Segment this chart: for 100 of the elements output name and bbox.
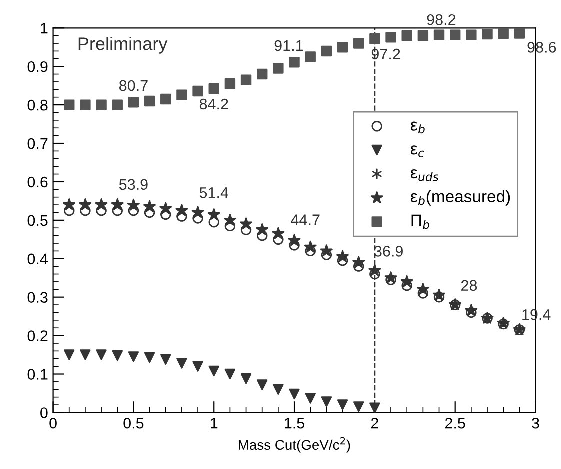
y-tick-label: 0.8: [28, 100, 48, 111]
point: [354, 402, 364, 412]
point: [63, 198, 76, 210]
point: [192, 361, 204, 372]
x-tick-label: 1: [211, 418, 218, 429]
y-tick-label: 0.9: [28, 61, 48, 72]
legend-label: ε$_{b}$: [411, 122, 425, 134]
x-tick-label: 0: [50, 418, 57, 429]
point: [384, 272, 398, 284]
point: [416, 283, 430, 296]
point: [273, 63, 284, 74]
annotation: 44.7: [291, 214, 320, 226]
point: [273, 384, 284, 395]
point: [434, 30, 445, 40]
point: [352, 256, 366, 268]
point: [465, 304, 478, 316]
point: [402, 30, 412, 42]
x-axis-title: Mass Cut(GeV/c$^{2}$): [239, 437, 350, 453]
point: [257, 68, 268, 80]
point: [450, 30, 461, 40]
point: [160, 94, 172, 105]
point: [160, 202, 172, 214]
point: [305, 393, 316, 404]
point: [80, 350, 91, 360]
point: [144, 352, 156, 364]
annotation: 36.9: [374, 246, 403, 257]
point: [337, 400, 348, 410]
y-tick-label: 0.2: [28, 330, 48, 342]
annotation: 84.2: [200, 98, 228, 110]
point: [176, 90, 188, 100]
point: [176, 204, 188, 216]
x-tick-label: 2: [371, 418, 378, 429]
annotation: 28: [462, 280, 478, 292]
legend-label: ε$_{c}$: [411, 146, 424, 158]
point: [386, 32, 396, 43]
y-tick-label: 0.4: [28, 254, 48, 265]
x-tick-label: 1.5: [285, 418, 305, 429]
point: [289, 388, 300, 400]
point: [127, 198, 140, 211]
y-tick-label: 1: [41, 23, 48, 34]
annotation: Preliminary: [78, 37, 168, 54]
point: [192, 206, 204, 218]
point: [256, 224, 269, 236]
point: [514, 28, 526, 39]
point: [400, 275, 414, 288]
annotation: 53.9: [119, 179, 148, 190]
point: [224, 368, 236, 380]
point: [64, 350, 75, 360]
point: [224, 78, 236, 90]
point: [433, 288, 446, 301]
point: [240, 74, 252, 86]
x-tick-label: 0.5: [124, 418, 144, 429]
point: [370, 402, 380, 413]
y-tick-label: 0.5: [28, 215, 48, 226]
point: [289, 57, 300, 68]
point: [128, 97, 140, 108]
y-tick-label: 0.7: [28, 138, 48, 150]
point: [336, 250, 349, 262]
point: [466, 30, 477, 40]
point: [112, 350, 123, 362]
point: [320, 244, 333, 257]
point: [79, 198, 92, 210]
point: [337, 42, 348, 53]
x-tick-label: 2.5: [445, 418, 466, 429]
point: [240, 374, 252, 384]
point: [64, 100, 75, 110]
point: [498, 28, 509, 40]
point: [257, 380, 268, 390]
point: [128, 352, 140, 362]
point: [80, 100, 91, 110]
y-tick-label: 0.3: [28, 292, 48, 304]
point: [176, 358, 188, 369]
point: [144, 96, 156, 107]
annotation: 98.2: [427, 14, 456, 26]
annotation: 51.4: [200, 188, 229, 198]
point: [304, 240, 317, 253]
point: [208, 366, 220, 377]
legend-label: ε$_{uds}$: [411, 170, 439, 182]
point: [160, 354, 172, 365]
point: [224, 214, 236, 226]
y-tick-label: 0.6: [28, 176, 48, 188]
point: [95, 198, 108, 210]
legend-label: ε$_{b}$(measured): [411, 190, 510, 206]
point: [354, 38, 364, 49]
y-tick-label: 0: [40, 408, 48, 418]
legend-label: Π$_{b}$: [412, 214, 430, 230]
annotation: 97.2: [372, 48, 400, 60]
point: [111, 198, 124, 210]
point: [418, 30, 429, 42]
point: [321, 396, 332, 408]
point: [208, 208, 220, 220]
point: [288, 234, 301, 246]
point: [240, 218, 252, 230]
point: [305, 52, 316, 62]
point: [144, 200, 156, 212]
y-tick-label: 0.1: [28, 369, 48, 380]
point: [370, 34, 380, 44]
x-tick-label: 3: [532, 418, 540, 429]
annotation: 80.7: [120, 80, 148, 92]
point: [96, 100, 107, 110]
